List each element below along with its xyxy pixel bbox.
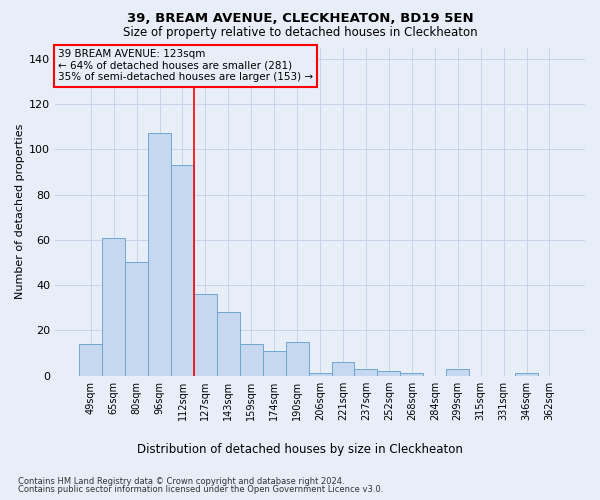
Text: Contains HM Land Registry data © Crown copyright and database right 2024.: Contains HM Land Registry data © Crown c… (18, 477, 344, 486)
Text: 39 BREAM AVENUE: 123sqm
← 64% of detached houses are smaller (281)
35% of semi-d: 39 BREAM AVENUE: 123sqm ← 64% of detache… (58, 49, 313, 82)
Bar (515, 374, 538, 376)
Text: Contains public sector information licensed under the Open Government Licence v3: Contains public sector information licen… (18, 485, 383, 494)
Bar (240, 344, 263, 376)
Bar (400, 374, 423, 376)
Text: Size of property relative to detached houses in Cleckheaton: Size of property relative to detached ho… (122, 26, 478, 39)
Bar (194, 294, 217, 376)
Bar (125, 262, 148, 376)
Bar (171, 165, 194, 376)
Bar (286, 342, 308, 376)
Y-axis label: Number of detached properties: Number of detached properties (15, 124, 25, 300)
Bar (308, 374, 332, 376)
Bar (263, 350, 286, 376)
Text: 39, BREAM AVENUE, CLECKHEATON, BD19 5EN: 39, BREAM AVENUE, CLECKHEATON, BD19 5EN (127, 12, 473, 26)
Bar (332, 362, 355, 376)
Bar (148, 134, 171, 376)
Bar (217, 312, 240, 376)
Bar (377, 371, 400, 376)
Text: Distribution of detached houses by size in Cleckheaton: Distribution of detached houses by size … (137, 442, 463, 456)
Bar (446, 369, 469, 376)
Bar (79, 344, 102, 376)
Bar (102, 238, 125, 376)
Bar (355, 369, 377, 376)
